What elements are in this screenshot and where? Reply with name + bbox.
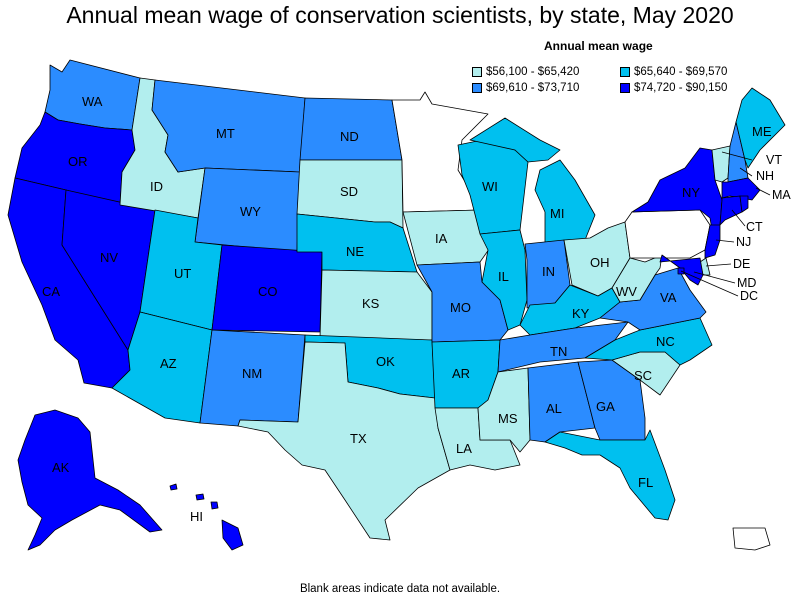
state-pr[interactable]: [732, 527, 771, 551]
state-label: KS: [362, 296, 380, 311]
legend-swatch: [620, 83, 630, 93]
state-label: MO: [450, 300, 471, 315]
state-label: GA: [596, 399, 615, 414]
state-label: AL: [546, 401, 562, 416]
state-label: OK: [376, 354, 395, 369]
state-label: MT: [216, 126, 235, 141]
state-label: WY: [240, 204, 261, 219]
state-label: NH: [756, 169, 774, 183]
state-label: WA: [82, 94, 103, 109]
state-ct[interactable]: [719, 195, 743, 226]
state-nj[interactable]: [704, 224, 721, 259]
state-label: CO: [258, 284, 278, 299]
state-label: NM: [242, 366, 262, 381]
state-label: NY: [682, 185, 700, 200]
map-title: Annual mean wage of conservation scienti…: [66, 2, 734, 28]
state-label: VA: [660, 290, 677, 305]
callout-lines: [680, 151, 771, 297]
state-me[interactable]: [735, 87, 786, 169]
state-il[interactable]: [479, 229, 528, 331]
state-label: VT: [766, 153, 782, 167]
state-label: NJ: [736, 235, 751, 249]
footnote: Blank areas indicate data not available.: [299, 583, 501, 595]
state-label: MD: [737, 276, 756, 290]
state-label: NV: [100, 250, 118, 265]
state-label: OH: [590, 255, 610, 270]
state-label: DE: [733, 257, 750, 271]
state-label: KY: [572, 306, 590, 321]
state-label: TX: [350, 431, 367, 446]
state-label: SC: [634, 368, 652, 383]
state-label: ME: [752, 124, 772, 139]
state-nc[interactable]: [584, 317, 713, 366]
state-label: SD: [340, 184, 358, 199]
state-ak[interactable]: [17, 409, 163, 551]
state-label: MI: [550, 206, 564, 221]
state-label: TN: [550, 344, 567, 359]
state-label: AZ: [160, 356, 177, 371]
legend-swatch: [620, 67, 630, 77]
state-ms[interactable]: [477, 367, 531, 453]
state-label: NC: [656, 334, 675, 349]
legend-swatch: [472, 67, 482, 77]
state-label: ND: [340, 129, 359, 144]
legend-swatch: [472, 83, 482, 93]
state-label: AK: [52, 460, 70, 475]
state-label: CA: [42, 284, 60, 299]
state-wv[interactable]: [611, 254, 663, 303]
legend-item: $65,640 - $69,570: [620, 66, 727, 78]
state-label: LA: [456, 441, 472, 456]
state-label: NE: [346, 244, 364, 259]
state-label: WI: [482, 179, 498, 194]
state-label: FL: [638, 475, 653, 490]
state-label: IA: [435, 231, 448, 246]
state-vt[interactable]: [711, 145, 731, 183]
legend-label: $69,610 - $73,710: [486, 82, 580, 94]
legend-label: $56,100 - $65,420: [486, 66, 580, 78]
state-label: IL: [498, 269, 509, 284]
state-label: OR: [68, 154, 88, 169]
legend-item: $74,720 - $90,150: [620, 82, 727, 94]
state-label: MS: [498, 411, 518, 426]
state-label: AR: [452, 366, 470, 381]
state-label: CT: [746, 220, 763, 234]
state-pa[interactable]: [624, 209, 711, 259]
state-label: WV: [616, 284, 637, 299]
legend-label: $74,720 - $90,150: [634, 82, 728, 94]
state-label: MA: [772, 188, 791, 202]
state-label: ID: [150, 179, 163, 194]
state-fl[interactable]: [544, 429, 676, 521]
legend-title: Annual mean wage: [544, 39, 653, 53]
state-hi[interactable]: [169, 483, 244, 551]
state-tx[interactable]: [237, 341, 451, 541]
state-label: HI: [190, 509, 203, 524]
state-ri[interactable]: [739, 195, 749, 213]
state-label: UT: [174, 266, 191, 281]
legend-item: $56,100 - $65,420: [472, 66, 579, 78]
state-label: DC: [740, 289, 758, 303]
legend-label: $65,640 - $69,570: [634, 66, 728, 78]
legend-item: $69,610 - $73,710: [472, 82, 579, 94]
state-md[interactable]: [659, 254, 704, 286]
state-label: IN: [542, 264, 555, 279]
